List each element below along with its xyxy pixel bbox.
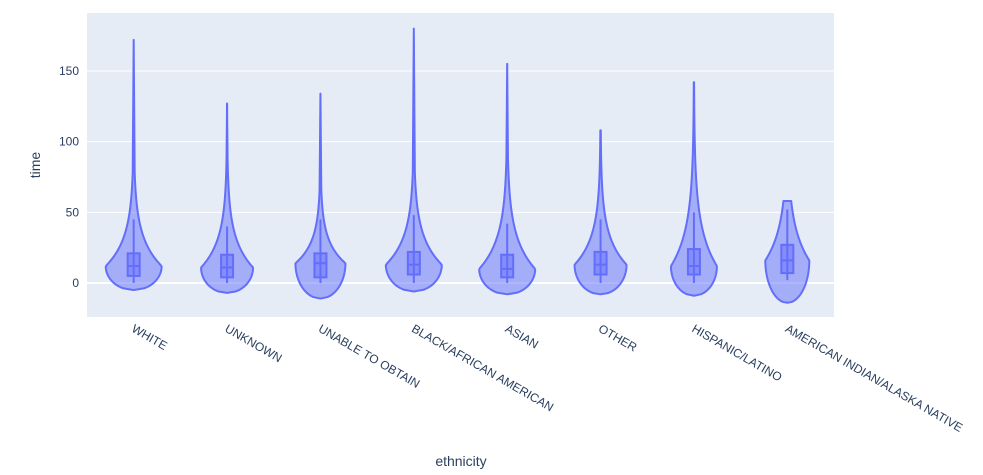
violin xyxy=(669,81,718,297)
violin xyxy=(478,62,537,296)
x-tick-label: ASIAN xyxy=(503,321,541,351)
violins xyxy=(104,27,811,304)
violin-body xyxy=(384,27,443,293)
violin xyxy=(573,129,628,296)
violin-body xyxy=(104,38,163,292)
x-tick-labels: WHITE UNKNOWN UNABLE TO OBTAINBLACK/AFRICA… xyxy=(129,321,965,434)
violin xyxy=(384,27,443,293)
violin-box xyxy=(406,250,421,276)
x-tick-label: UNKNOWN xyxy=(223,321,285,365)
violin-box xyxy=(593,250,608,276)
x-tick-label: WHITE xyxy=(129,321,169,352)
violin-body xyxy=(294,92,347,300)
violin xyxy=(104,38,163,292)
violin-box xyxy=(780,243,795,275)
x-tick-label: HISPANIC/LATINO xyxy=(689,321,784,384)
violin-box xyxy=(500,253,515,279)
violin xyxy=(200,102,255,294)
plot-background xyxy=(87,13,834,317)
y-tick-label: 150 xyxy=(59,64,79,78)
violin-body xyxy=(573,129,628,296)
violin-body xyxy=(669,81,718,297)
x-axis-title: ethnicity xyxy=(435,453,486,469)
violin-box xyxy=(313,252,328,279)
y-tick-label: 50 xyxy=(66,205,80,219)
x-tick-label: UNABLE TO OBTAIN xyxy=(316,321,422,390)
violin xyxy=(294,92,347,300)
violin-box xyxy=(220,253,235,279)
x-tick-label: OTHER xyxy=(596,321,640,354)
violin-box xyxy=(126,252,141,277)
x-tick-label: AMERICAN INDIAN/ALASKA NATIVE xyxy=(783,321,965,434)
y-tick-labels: 0 50 100 150 xyxy=(59,64,79,290)
violin-body xyxy=(478,62,537,296)
y-tick-label: 100 xyxy=(59,135,79,149)
violin-body xyxy=(200,102,255,294)
y-axis-title: time xyxy=(27,152,43,179)
y-tick-label: 0 xyxy=(72,276,79,290)
violin-box xyxy=(686,248,701,276)
violin xyxy=(764,200,811,304)
